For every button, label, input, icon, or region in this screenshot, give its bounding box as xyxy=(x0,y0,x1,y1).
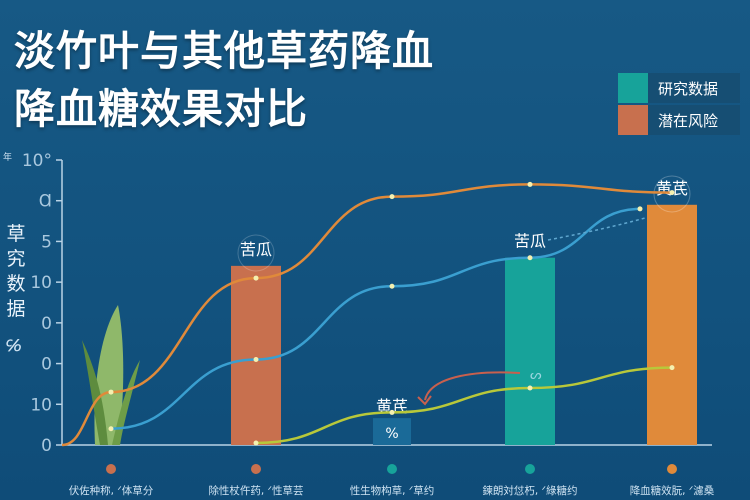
legend-item-research: 研究数据 xyxy=(618,73,740,103)
annotation-arrow xyxy=(424,371,521,401)
data-point xyxy=(669,365,675,371)
label-halo xyxy=(653,175,691,213)
series-line xyxy=(61,183,673,447)
bamboo-leaf-image xyxy=(82,305,140,445)
y-tick-label: Ɑ xyxy=(39,192,52,212)
legend-label: 潜在风险 xyxy=(658,111,719,130)
label-halo xyxy=(237,234,275,272)
legend-swatch xyxy=(618,73,648,103)
data-point xyxy=(108,389,114,395)
data-point xyxy=(389,283,395,289)
category-dot xyxy=(525,464,535,474)
data-point xyxy=(527,385,533,391)
category-dot xyxy=(106,464,116,474)
corner-label: 年 xyxy=(3,153,13,163)
y-tick-label: 10° xyxy=(22,151,52,171)
bar-inner-label: % xyxy=(385,426,398,442)
y-tick-label: 0 xyxy=(41,355,52,375)
series-line xyxy=(110,207,641,430)
data-point xyxy=(108,426,114,432)
x-category-label: 降血糖效朊, ᐟ濾桑 xyxy=(630,484,715,497)
data-point xyxy=(253,357,259,362)
y-tick-label: 0 xyxy=(41,314,52,334)
data-point xyxy=(527,255,533,261)
legend-swatch xyxy=(618,105,648,135)
chart-title: 淡竹叶与其他草药降血 降血糖效果对比 xyxy=(14,22,434,138)
x-category-label: 除性杖仵药, ᐟ性草芸 xyxy=(208,484,303,497)
data-point xyxy=(253,440,259,446)
category-dot xyxy=(251,464,261,474)
title-line-1: 淡竹叶与其他草药降血 xyxy=(14,27,434,75)
legend-label: 研究数据 xyxy=(658,79,719,98)
data-point xyxy=(389,194,395,200)
legend-item-risk: 潜在风险 xyxy=(618,105,740,135)
y-tick-label: 5 xyxy=(41,232,52,252)
category-dot xyxy=(667,464,677,474)
bar-label: 苦瓜 xyxy=(240,240,272,259)
data-point xyxy=(389,409,395,415)
data-point xyxy=(637,206,643,212)
y-tick-label: 0 xyxy=(41,436,52,456)
x-category-label: 鍊朗対怤朽, ᐟ綠糖约 xyxy=(482,484,577,497)
category-dot xyxy=(387,464,397,474)
leaf-icon xyxy=(112,360,140,445)
y-axis-unit: ℅ xyxy=(6,336,22,355)
annotation-text: ᔕ xyxy=(530,368,542,383)
bar-label: 苦瓜 xyxy=(514,232,546,251)
legend: 研究数据 潜在风险 xyxy=(618,73,740,137)
bar xyxy=(505,257,555,445)
dashed-connector xyxy=(547,217,646,241)
leaf-icon xyxy=(82,340,108,445)
arrow-head-icon xyxy=(417,395,432,406)
data-point xyxy=(669,190,675,196)
data-point xyxy=(527,181,533,187)
y-tick-label: 10 xyxy=(30,273,52,293)
series-line xyxy=(255,366,673,445)
data-point xyxy=(253,275,259,281)
x-category-label: 性生物构草, ᐟ草约 xyxy=(350,484,435,497)
x-category-label: 伏佐种称, ᐟ体草分 xyxy=(69,484,154,497)
bar xyxy=(231,265,281,445)
title-line-2: 降血糖效果对比 xyxy=(14,85,308,133)
y-tick-label: 10 xyxy=(30,395,52,415)
bar xyxy=(373,418,411,445)
y-axis-label: 草究数据 xyxy=(6,223,26,320)
bar xyxy=(647,204,697,445)
